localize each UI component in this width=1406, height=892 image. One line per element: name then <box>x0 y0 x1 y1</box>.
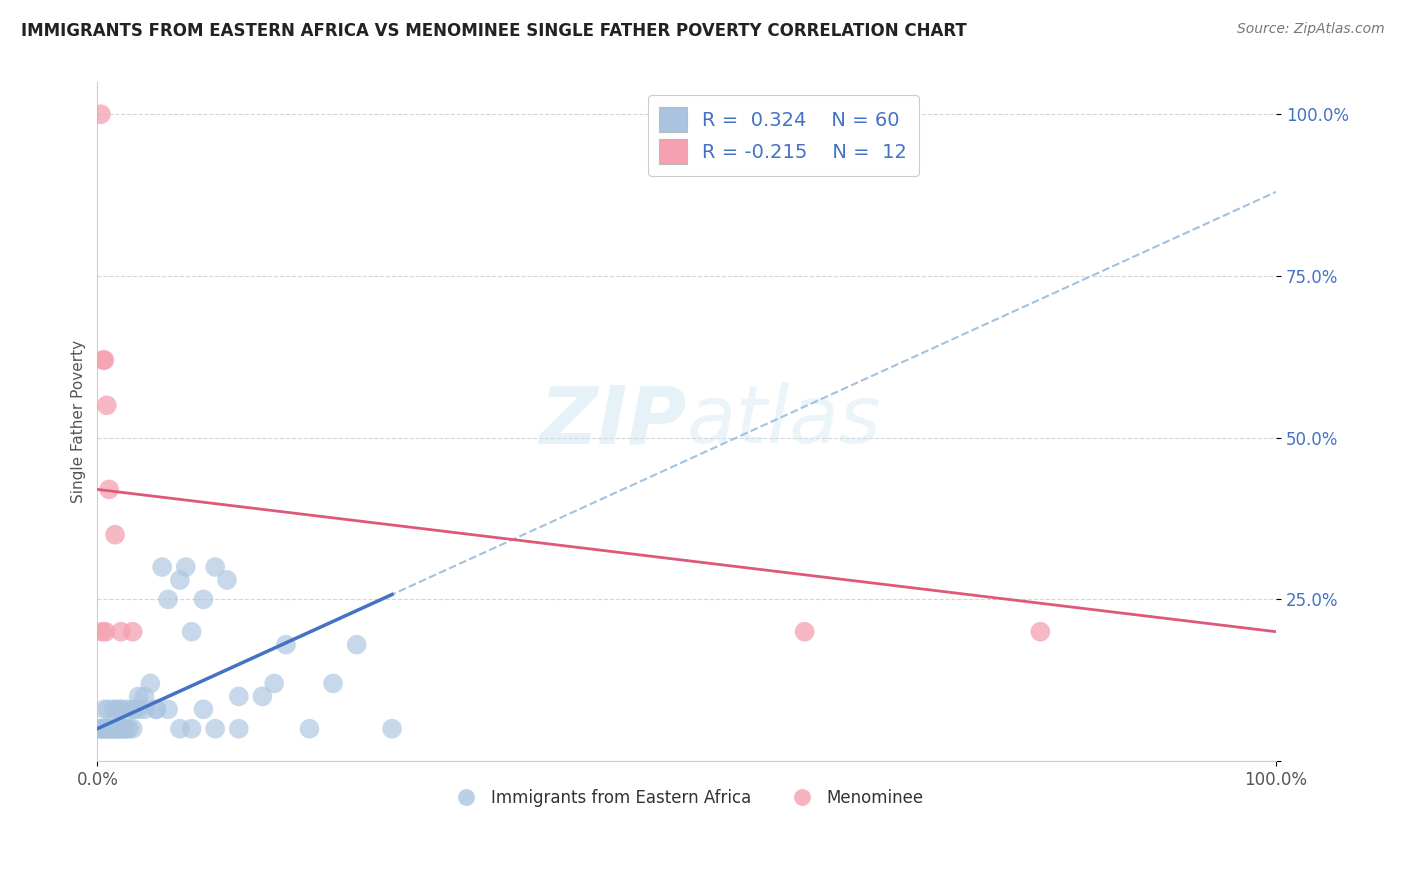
Point <box>103 702 125 716</box>
Point <box>180 624 202 639</box>
Point <box>105 722 128 736</box>
Point <box>793 624 815 639</box>
Point <box>91 624 114 639</box>
Point <box>90 107 112 121</box>
Point <box>98 722 121 736</box>
Point <box>193 592 215 607</box>
Point <box>94 624 117 639</box>
Point <box>93 353 115 368</box>
Text: IMMIGRANTS FROM EASTERN AFRICA VS MENOMINEE SINGLE FATHER POVERTY CORRELATION CH: IMMIGRANTS FROM EASTERN AFRICA VS MENOMI… <box>21 22 967 40</box>
Point <box>100 722 122 736</box>
Point <box>97 702 120 716</box>
Point <box>274 638 297 652</box>
Point <box>228 722 250 736</box>
Point <box>115 702 138 716</box>
Point <box>110 624 132 639</box>
Point <box>101 722 124 736</box>
Point <box>96 398 118 412</box>
Point <box>157 702 180 716</box>
Point <box>124 702 146 716</box>
Point <box>145 702 167 716</box>
Point <box>115 722 138 736</box>
Point <box>105 722 128 736</box>
Point <box>204 722 226 736</box>
Point <box>204 560 226 574</box>
Point <box>107 722 129 736</box>
Point <box>104 527 127 541</box>
Point <box>91 353 114 368</box>
Point <box>108 702 131 716</box>
Point <box>169 722 191 736</box>
Point <box>174 560 197 574</box>
Point <box>110 702 132 716</box>
Point <box>193 702 215 716</box>
Point <box>98 722 121 736</box>
Point <box>121 702 143 716</box>
Point <box>139 676 162 690</box>
Point <box>112 722 135 736</box>
Point <box>134 690 156 704</box>
Point <box>1029 624 1052 639</box>
Point <box>121 722 143 736</box>
Point <box>145 702 167 716</box>
Point <box>180 722 202 736</box>
Point <box>298 722 321 736</box>
Point <box>111 722 134 736</box>
Point <box>93 702 115 716</box>
Point <box>157 592 180 607</box>
Point <box>94 722 117 736</box>
Text: atlas: atlas <box>686 383 882 460</box>
Point <box>215 573 238 587</box>
Point <box>169 573 191 587</box>
Point <box>381 722 404 736</box>
Point <box>322 676 344 690</box>
Point <box>98 722 121 736</box>
Point <box>228 690 250 704</box>
Point <box>89 722 111 736</box>
Point <box>128 690 150 704</box>
Y-axis label: Single Father Poverty: Single Father Poverty <box>72 340 86 503</box>
Point <box>114 722 136 736</box>
Point <box>346 638 368 652</box>
Point <box>263 676 285 690</box>
Point <box>121 624 143 639</box>
Point <box>134 702 156 716</box>
Point <box>91 722 114 736</box>
Point <box>118 722 141 736</box>
Point <box>90 722 112 736</box>
Point <box>104 722 127 736</box>
Text: Source: ZipAtlas.com: Source: ZipAtlas.com <box>1237 22 1385 37</box>
Point <box>150 560 173 574</box>
Point <box>252 690 274 704</box>
Text: ZIP: ZIP <box>540 383 686 460</box>
Point <box>110 722 132 736</box>
Point <box>104 702 127 716</box>
Legend: Immigrants from Eastern Africa, Menominee: Immigrants from Eastern Africa, Menomine… <box>443 782 931 814</box>
Point <box>128 702 150 716</box>
Point <box>96 722 118 736</box>
Point <box>91 722 114 736</box>
Point <box>98 483 121 497</box>
